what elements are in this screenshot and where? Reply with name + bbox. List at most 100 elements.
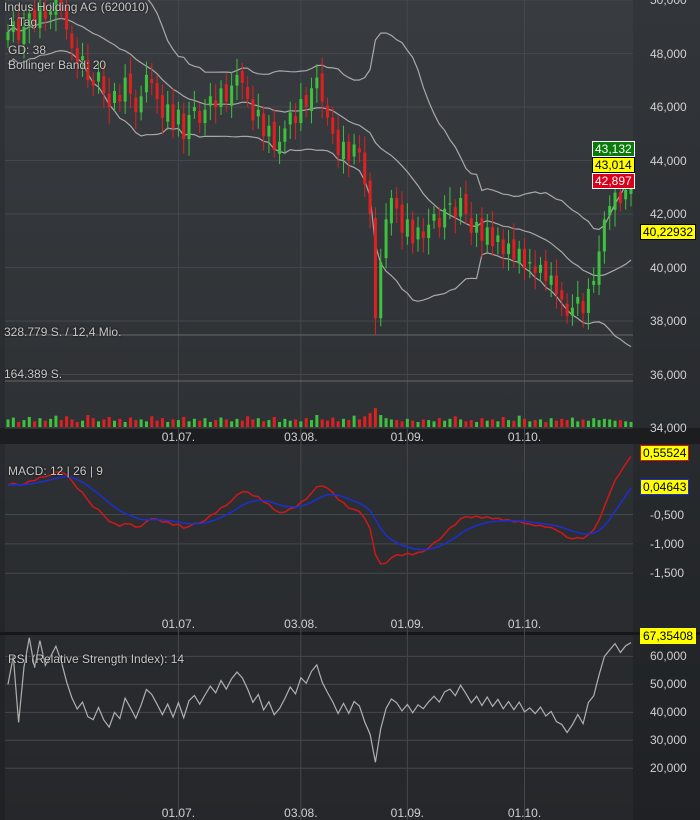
candle-body <box>443 208 447 228</box>
volume-bar <box>118 418 122 427</box>
candle-body <box>432 214 436 221</box>
candle-body <box>86 60 90 81</box>
volume-bar <box>235 418 239 427</box>
candle-body <box>544 260 548 281</box>
volume-bar <box>310 420 314 427</box>
candle-body <box>219 88 223 107</box>
candle-body <box>22 26 26 45</box>
volume-bar <box>565 420 569 427</box>
candle-body <box>155 82 159 99</box>
volume-bar <box>166 421 170 427</box>
candle-body <box>214 100 218 107</box>
volume-bar <box>187 421 191 427</box>
candle-body <box>320 73 324 102</box>
bollinger-lower-line <box>7 49 632 348</box>
volume-bar <box>448 418 452 427</box>
candle-body <box>395 197 399 209</box>
volume-bar <box>331 417 335 427</box>
candle-body <box>198 111 202 124</box>
candle-body <box>533 266 537 273</box>
candle-body <box>347 141 351 161</box>
macd-value-badge: 0,55524 <box>640 445 690 461</box>
candle-body <box>491 227 495 247</box>
candle-body <box>224 84 228 102</box>
panel-divider <box>0 632 700 635</box>
candle-body <box>613 192 617 210</box>
candle-body <box>421 231 425 239</box>
volume-bar <box>54 415 58 427</box>
volume-bar <box>11 417 15 427</box>
candle-body <box>357 148 361 153</box>
volume-bar <box>352 415 356 427</box>
price-high-badge: 43,132 <box>592 141 635 157</box>
candle-body <box>459 197 463 217</box>
volume-bar <box>97 421 101 427</box>
candle-body <box>38 5 42 29</box>
candle-body <box>59 0 63 11</box>
date-tick-label: 01.07. <box>161 617 196 631</box>
candle-body <box>389 197 393 224</box>
volume-bar <box>65 416 69 427</box>
volume-bar <box>363 416 367 427</box>
candle-body <box>288 112 292 125</box>
candle-body <box>118 94 122 102</box>
candle-body <box>107 93 111 107</box>
volume-bar <box>341 418 345 427</box>
volume-bar <box>592 418 596 427</box>
volume-bar <box>416 421 420 427</box>
price-tick-label: 48,000 <box>650 46 687 61</box>
candle-body <box>427 224 431 239</box>
volume-bar <box>214 420 218 427</box>
price-tick-label: 42,000 <box>650 207 687 221</box>
volume-bar <box>38 418 42 427</box>
candle-body <box>33 9 37 25</box>
candle-body <box>416 227 420 240</box>
volume-bar <box>459 419 463 427</box>
bollinger-upper-line <box>8 0 632 231</box>
volume-bar <box>150 416 154 427</box>
candle-body <box>144 74 148 93</box>
volume-bar <box>453 416 457 427</box>
volume-max-label: 328.779 S. / 12,4 Mio. <box>4 325 122 339</box>
candle-body <box>171 104 175 129</box>
volume-bar <box>517 415 521 427</box>
candle-body <box>240 70 244 83</box>
rsi-tick-label: 20,000 <box>650 761 687 776</box>
candle-body <box>54 0 58 15</box>
rsi-tick-label: 60,000 <box>650 649 687 664</box>
rsi-tick-label: 30,000 <box>650 733 687 748</box>
volume-bar <box>246 416 250 427</box>
volume-bar <box>262 421 266 427</box>
candle-body <box>235 74 239 86</box>
candle-body <box>139 96 143 113</box>
candle-body <box>485 227 489 245</box>
volume-bar <box>347 420 351 427</box>
volume-bar <box>602 418 606 427</box>
volume-bar <box>373 408 377 427</box>
candle-body <box>341 141 345 160</box>
candle-body <box>299 98 303 124</box>
volume-bar <box>70 419 74 427</box>
volume-bar <box>325 420 329 427</box>
x-axis-band <box>0 428 700 444</box>
volume-bar <box>208 421 212 427</box>
volume-bar <box>597 420 601 427</box>
volume-bar <box>112 420 116 427</box>
volume-bar <box>618 420 622 427</box>
candle-body <box>160 94 164 118</box>
candle-body <box>464 193 468 214</box>
volume-bar <box>123 421 127 427</box>
volume-bar <box>294 419 298 427</box>
candle-body <box>128 73 132 94</box>
volume-bar <box>107 416 111 427</box>
macd-tick-label: -1,000 <box>650 536 685 551</box>
candle-body <box>17 17 21 41</box>
candle-body <box>267 125 271 137</box>
candle-body <box>91 80 95 86</box>
candle-body <box>278 141 282 154</box>
candle-body <box>11 21 15 33</box>
candle-body <box>203 109 207 124</box>
candle-body <box>230 85 234 106</box>
candle-body <box>528 262 532 264</box>
candle-body <box>554 275 558 295</box>
